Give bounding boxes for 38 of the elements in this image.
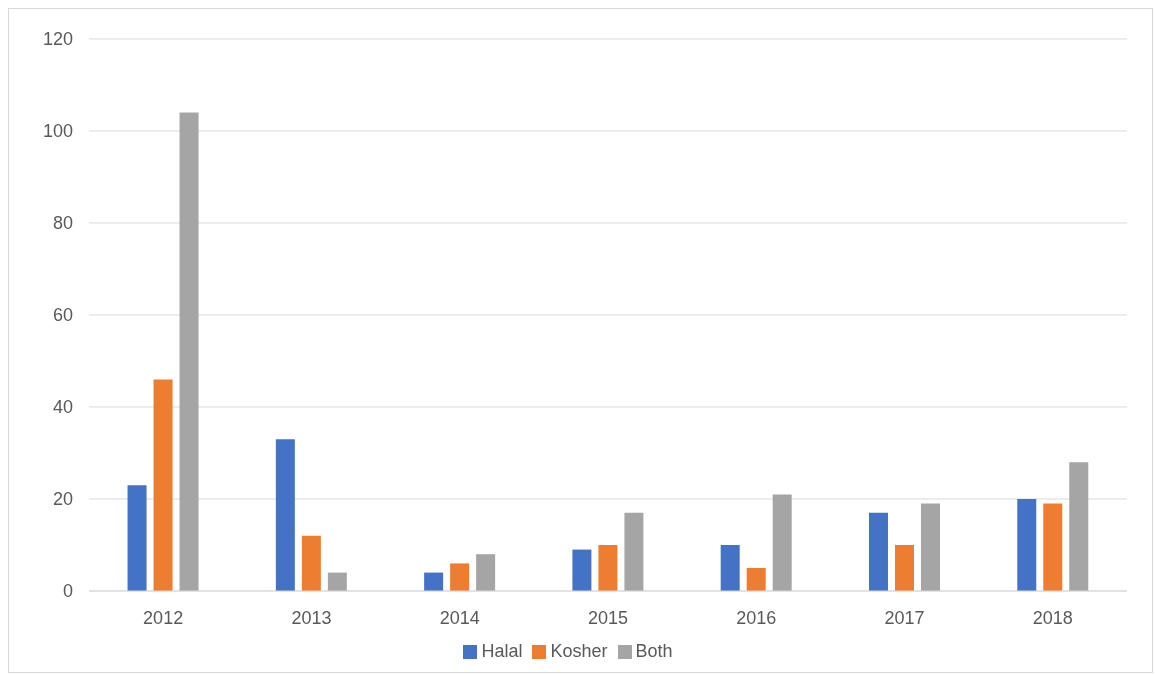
legend-label: Kosher [550,641,608,661]
bar [1069,462,1089,591]
bar [127,485,147,591]
x-tick-label: 2014 [439,607,480,628]
bar [450,563,470,591]
bar [1017,499,1037,591]
bar [275,439,295,591]
y-tick-label: 120 [42,29,73,50]
x-tick-label: 2015 [587,607,629,628]
bar [598,545,618,591]
y-tick-label: 100 [42,121,73,142]
bar [746,568,766,591]
bar [920,503,940,591]
x-tick-label: 2017 [884,607,925,628]
y-tick-label: 20 [52,489,73,510]
bar [153,379,173,591]
bar [179,112,199,591]
bar [868,512,888,591]
bar [572,549,592,591]
x-tick-label: 2016 [736,607,777,628]
bar [476,554,496,591]
x-tick-label: 2013 [291,607,332,628]
bar [327,572,347,591]
y-tick-label: 40 [52,397,73,418]
bar [424,572,444,591]
bar [1043,503,1063,591]
y-tick-label: 60 [52,305,73,326]
y-tick-label: 0 [62,581,73,602]
bar [720,545,740,591]
legend-label: Halal [481,641,523,661]
bar [894,545,914,591]
x-tick-label: 2012 [143,607,184,628]
bar [624,512,644,591]
bar [772,494,792,591]
bar [301,535,321,591]
x-tick-label: 2018 [1032,607,1073,628]
y-tick-label: 80 [52,213,73,234]
legend-label: Both [635,641,673,661]
